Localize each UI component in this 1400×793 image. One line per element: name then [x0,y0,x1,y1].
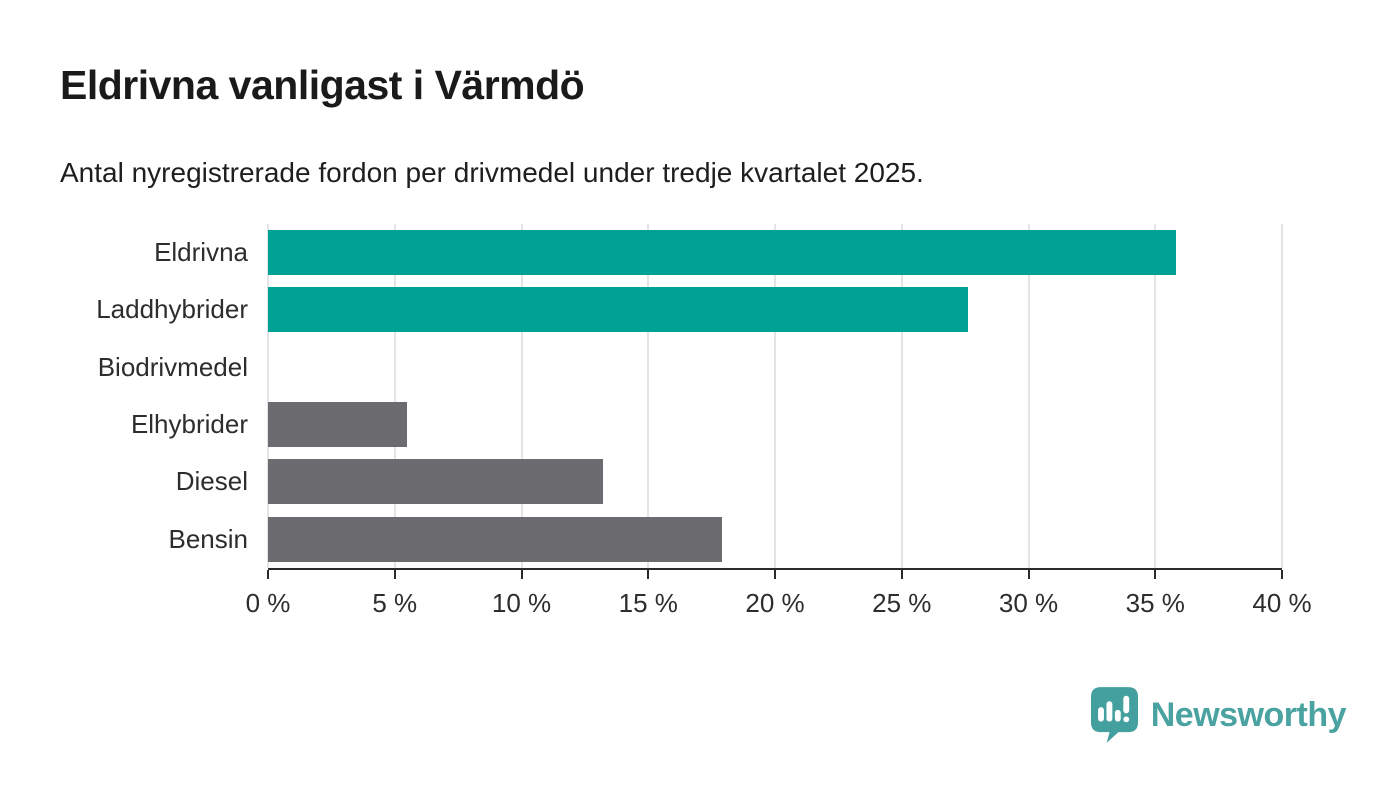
gridline [1154,224,1157,568]
category-label: Bensin [168,523,249,554]
icon-bar-3 [1114,709,1121,722]
axis-tick-label: 20 % [745,588,805,618]
bar-row: Eldrivna [60,224,1282,281]
gridline [647,224,650,568]
axis-tick-label: 15 % [618,588,678,618]
newsworthy-logo: Newsworthy [1090,687,1347,744]
gridlines [267,224,1283,568]
gridline [393,224,396,568]
bar-row: Diesel [60,453,1282,510]
newsworthy-bubble-chart-icon [1090,687,1138,743]
newsworthy-wordmark: Newsworthy [1150,696,1347,734]
gridline [267,224,269,568]
axis-tick [393,570,396,579]
bar-rows: Eldrivna Laddhybrider Biodrivmedel Elhybrid… [60,224,1282,568]
category-label: Elhybrider [130,409,248,440]
axis-tick-label: 0 % [245,588,291,618]
chart-title: Eldrivna vanligast i Värmdö [60,62,585,108]
axis-tick-label: 10 % [491,588,552,618]
axis-tick [267,570,269,579]
axis-tick [647,570,650,579]
axis-tick [1027,570,1030,579]
icon-exclamation-line [1123,695,1129,714]
gridline [520,224,523,568]
gridline [900,224,903,568]
category-label: Eldrivna [154,237,248,268]
axis-tick [520,570,523,579]
bar-track [268,345,1282,390]
icon-exclamation-dot [1123,716,1129,723]
axis-tick-label: 35 % [1125,588,1185,618]
axis-tick [1281,570,1283,579]
gridline [1281,224,1283,568]
bar-track [268,402,1282,448]
gridline [774,224,776,568]
bar [268,516,722,562]
icon-bar-2 [1106,701,1113,722]
bar-row: Biodrivmedel [60,339,1282,396]
bar-track [268,516,1282,562]
bar-row: Elhybrider [60,396,1282,453]
gridline [1027,224,1030,568]
axis-tick-label: 30 % [998,588,1059,618]
bar-chart: Eldrivna Laddhybrider Biodrivmedel Elhybrid… [60,224,1312,634]
bar-row: Laddhybrider [60,281,1282,338]
bar [268,402,408,448]
x-axis: 0 % 5 % 10 % 15 % 20 % 25 % 30 % 35 % 40 % [246,568,1312,634]
axis-tick-label: 25 % [872,588,932,618]
category-label: Diesel [175,466,248,497]
axis-tick [1154,570,1157,579]
category-label: Biodrivmedel [97,351,248,382]
chart-subtitle: Antal nyregistrerade fordon per drivmede… [60,157,924,188]
axis-tick-label: 40 % [1252,588,1312,618]
bar [268,287,968,333]
bar-row: Bensin [60,511,1282,568]
axis-tick-label: 5 % [372,588,418,618]
bar-track [268,287,1282,333]
category-label: Laddhybrider [96,294,248,325]
icon-bar-1 [1097,707,1104,722]
bar-track [268,459,1282,505]
bar [268,230,1176,276]
bar-track [268,230,1282,276]
axis-tick [774,570,776,579]
axis-tick [900,570,903,579]
bar [268,459,603,505]
